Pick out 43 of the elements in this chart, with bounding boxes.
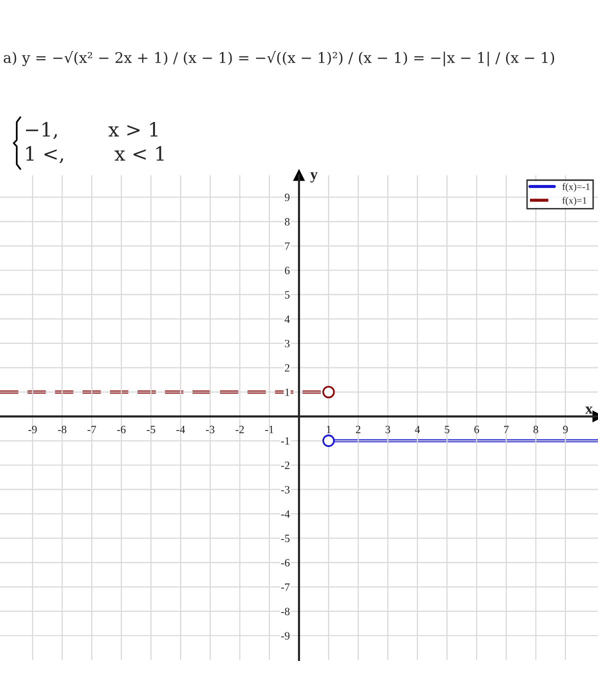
x-tick-label: -3 — [206, 426, 214, 434]
y-tick-label: -2 — [281, 462, 290, 469]
x-axis-title: x — [585, 406, 593, 414]
x-tick-label: -5 — [146, 426, 156, 434]
y-tick-label: 6 — [284, 266, 290, 274]
y-tick-label: 5 — [285, 291, 290, 299]
y-tick-label: 8 — [284, 218, 290, 226]
y-tick-label: 9 — [284, 194, 290, 202]
x-tick-label: 7 — [504, 426, 509, 434]
x-tick-label: 1 — [326, 426, 331, 434]
y-tick-label: 4 — [284, 316, 290, 323]
y-tick-label: -9 — [281, 632, 290, 640]
y-tick-label: -4 — [281, 510, 290, 518]
y-tick-label: -1 — [281, 437, 290, 445]
y-tick-label: -6 — [281, 559, 290, 567]
legend-label: f(x)=1 — [562, 196, 586, 206]
y-axis-title: y — [310, 172, 318, 183]
x-tick-label: 5 — [444, 426, 450, 434]
y-tick-label: -7 — [281, 583, 290, 591]
x-tick-label: 4 — [414, 426, 420, 434]
y-tick-label: -3 — [281, 486, 290, 494]
text: a) y = −√(x² − 2x + 1) / (x − 1) = −√((x − 1)²) / (x − 1) = −|x − 1| / (x − 1) — [4, 51, 554, 66]
x-tick-label: 9 — [563, 426, 568, 434]
x-tick-label: -4 — [176, 426, 186, 434]
x-tick-label: 8 — [533, 426, 538, 434]
x-tick-label: -6 — [117, 426, 126, 434]
y-tick-label: 1 — [285, 388, 290, 396]
y-tick-label: -8 — [281, 608, 290, 616]
text: −1, x > 1 — [26, 122, 158, 140]
y-tick-label: 7 — [285, 242, 290, 250]
x-tick-label: -1 — [265, 426, 274, 434]
y-tick-label: -5 — [281, 534, 290, 542]
x-tick-label: -2 — [236, 426, 244, 434]
x-tick-label: -9 — [28, 426, 37, 434]
x-tick-label: -8 — [58, 426, 66, 434]
y-tick-label: 3 — [284, 340, 290, 348]
x-tick-label: 3 — [386, 426, 390, 434]
y-tick-label: 2 — [284, 364, 290, 372]
x-tick-label: 2 — [356, 426, 360, 434]
text: 1 <, x < 1 — [26, 146, 164, 164]
legend-label: f(x)=-1 — [562, 183, 590, 192]
x-tick-label: -7 — [88, 426, 96, 434]
x-tick-label: 6 — [474, 426, 480, 434]
